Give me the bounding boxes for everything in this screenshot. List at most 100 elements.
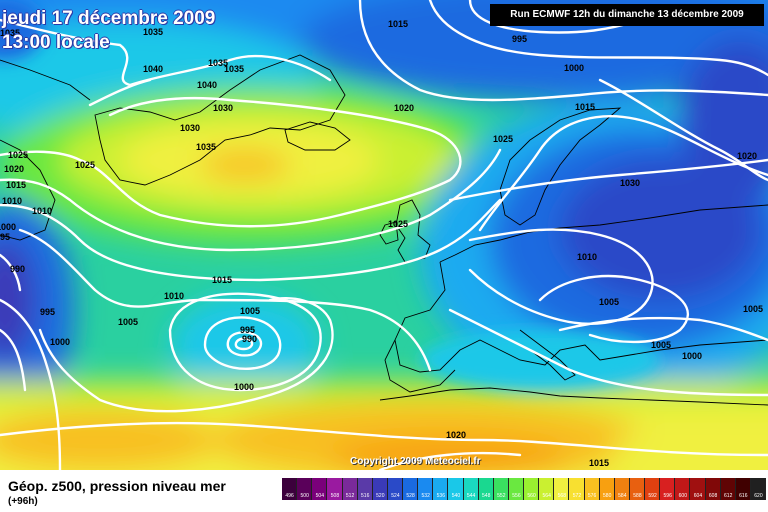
scale-swatch: 580 (599, 478, 615, 500)
scale-swatch: 592 (645, 478, 661, 500)
isobar-label: 1005 (743, 304, 763, 314)
isobar-label: 1000 (0, 222, 16, 232)
scale-swatch: 604 (690, 478, 706, 500)
scale-swatch: 568 (554, 478, 570, 500)
isobar-label: 1000 (234, 382, 254, 392)
scale-swatch-label: 536 (436, 493, 445, 499)
scale-swatch-label: 544 (466, 493, 476, 499)
scale-swatch-label: 520 (376, 493, 385, 499)
isobar-label: 1000 (50, 337, 70, 347)
scale-swatch-label: 552 (497, 493, 506, 499)
forecast-date: jeudi 17 décembre 2009 (2, 8, 216, 29)
isobar-label: 1025 (8, 150, 28, 160)
isobar-label: 1000 (564, 63, 584, 73)
scale-swatch-label: 548 (482, 493, 491, 499)
pressure-map: 1035 1035 1035 1040 1040 1030 1030 1035 … (0, 0, 768, 470)
scale-swatch: 616 (735, 478, 751, 500)
isobar-label: 1020 (4, 164, 24, 174)
isobar-label: 1015 (6, 180, 26, 190)
scale-swatch-label: 604 (693, 493, 703, 499)
scale-swatch-label: 528 (406, 493, 415, 499)
scale-swatch: 620 (750, 478, 766, 500)
scale-swatch: 564 (539, 478, 555, 500)
scale-swatch-label: 560 (527, 493, 536, 499)
scale-swatch-label: 508 (330, 493, 340, 499)
scale-swatch-label: 600 (678, 493, 687, 499)
isobar-label: 1015 (589, 458, 609, 468)
scale-swatch: 588 (629, 478, 645, 500)
scale-swatch: 596 (660, 478, 676, 500)
scale-swatch: 548 (478, 478, 494, 500)
forecast-time: 13:00 locale (2, 32, 110, 53)
scale-swatch-label: 500 (300, 493, 309, 499)
isobar-label: 990 (242, 334, 257, 344)
isobar-label: 1015 (388, 19, 408, 29)
isobar-label: 1005 (118, 317, 138, 327)
scale-swatch-label: 512 (345, 493, 355, 499)
color-scale: 496 500 504 508 512 516 520 524 528 532 536 540 544 5… (282, 478, 766, 500)
scale-swatch: 552 (493, 478, 509, 500)
isobar-label: 1015 (575, 102, 595, 112)
isobar-label: 1025 (493, 134, 513, 144)
scale-swatch-label: 584 (618, 493, 627, 499)
isobar-label: 990 (10, 264, 25, 274)
scale-swatch: 512 (342, 478, 358, 500)
scale-swatch-label: 576 (587, 493, 597, 499)
isobar-label: 1035 (196, 142, 216, 152)
scale-swatch: 540 (448, 478, 464, 500)
scale-swatch-label: 592 (648, 493, 657, 499)
isobar-label: 1030 (213, 103, 233, 113)
isobar-label: 1010 (164, 291, 184, 301)
copyright-notice: Copyright 2009 Meteociel.fr (350, 456, 481, 467)
scale-swatch-label: 612 (724, 493, 733, 499)
isobar-label: 1025 (75, 160, 95, 170)
scale-swatch: 528 (403, 478, 419, 500)
scale-swatch: 496 (282, 478, 298, 500)
scale-swatch-label: 572 (572, 493, 582, 499)
scale-swatch: 524 (387, 478, 403, 500)
scale-swatch-label: 608 (708, 493, 718, 499)
scale-swatch: 608 (705, 478, 721, 500)
isobar-label: 95 (0, 232, 10, 242)
scale-swatch: 500 (297, 478, 313, 500)
scale-swatch-label: 516 (361, 493, 370, 499)
scale-swatch-label: 524 (391, 493, 400, 499)
isobar-label: 1035 (224, 64, 244, 74)
isobar-label: 1015 (212, 275, 232, 285)
isobar-label: 1010 (2, 196, 22, 206)
scale-swatch: 504 (312, 478, 328, 500)
scale-swatch-label: 588 (633, 493, 642, 499)
scale-swatch-label: 596 (663, 493, 672, 499)
isobar-label: 1035 (0, 28, 20, 38)
isobars (0, 0, 768, 470)
scale-swatch: 572 (569, 478, 585, 500)
isobar-label: 1020 (737, 151, 757, 161)
scale-swatch-label: 564 (542, 493, 551, 499)
isobar-label: 1035 (208, 58, 228, 68)
isobar-label: 1005 (599, 297, 619, 307)
isobar-label: 1025 (388, 219, 408, 229)
isobar-label: 995 (40, 307, 55, 317)
scale-swatch: 516 (357, 478, 373, 500)
scale-swatch: 560 (524, 478, 540, 500)
forecast-lead-time: (+96h) (8, 496, 38, 507)
scale-swatch: 532 (418, 478, 434, 500)
isobar-label: 995 (240, 325, 255, 335)
scale-swatch-label: 580 (603, 493, 612, 499)
isobar-labels: 1035 1035 1035 1040 1040 1030 1030 1035 … (0, 19, 763, 468)
scale-swatch-label: 620 (754, 493, 763, 499)
scale-swatch-label: 556 (512, 493, 521, 499)
scale-swatch: 584 (614, 478, 630, 500)
scale-swatch: 576 (584, 478, 600, 500)
scale-swatch-label: 496 (285, 493, 294, 499)
isobar-label: 995 (512, 34, 527, 44)
scale-swatch: 556 (508, 478, 524, 500)
legend-panel: Géop. z500, pression niveau mer (+96h) 4… (0, 470, 768, 512)
isobar-label: 1030 (620, 178, 640, 188)
scale-swatch-label: 540 (451, 493, 461, 499)
isobar-label: 1020 (446, 430, 466, 440)
isobar-label: 1035 (143, 27, 163, 37)
scale-swatch-label: 504 (315, 493, 324, 499)
scale-swatch: 600 (675, 478, 691, 500)
legend-title: Géop. z500, pression niveau mer (8, 478, 226, 494)
